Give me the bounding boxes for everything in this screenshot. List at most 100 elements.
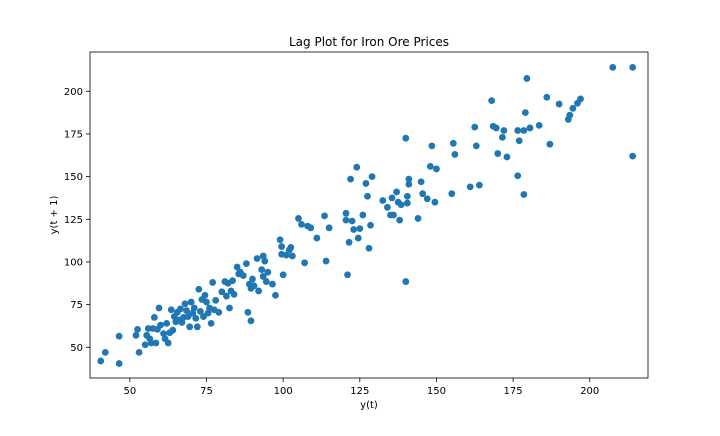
scatter-point bbox=[195, 285, 203, 293]
scatter-point bbox=[242, 260, 250, 268]
scatter-point bbox=[183, 307, 190, 314]
scatter-point bbox=[141, 341, 149, 349]
scatter-point bbox=[503, 153, 511, 161]
scatter-point bbox=[249, 275, 256, 283]
scatter-point bbox=[250, 282, 258, 290]
scatter-point bbox=[451, 151, 459, 158]
y-tick-label: 50 bbox=[70, 343, 83, 354]
scatter-point bbox=[230, 290, 238, 298]
scatter-point bbox=[555, 100, 563, 108]
scatter-point bbox=[431, 198, 439, 206]
scatter-point bbox=[423, 195, 431, 203]
scatter-point bbox=[362, 180, 370, 187]
scatter-point bbox=[520, 127, 528, 134]
scatter-point bbox=[115, 360, 123, 367]
scatter-point bbox=[397, 201, 405, 209]
scatter-point bbox=[178, 319, 186, 326]
scatter-point bbox=[342, 216, 350, 224]
scatter-point bbox=[132, 331, 140, 339]
scatter-point bbox=[279, 271, 287, 279]
x-tick-label: 75 bbox=[200, 386, 213, 397]
scatter-point bbox=[226, 304, 233, 312]
scatter-point bbox=[259, 252, 267, 260]
y-tick-label: 125 bbox=[64, 215, 83, 226]
scatter-point bbox=[426, 162, 434, 170]
scatter-point bbox=[207, 319, 215, 327]
scatter-point bbox=[475, 181, 483, 189]
x-tick-label: 175 bbox=[504, 386, 523, 397]
scatter-point bbox=[272, 291, 279, 299]
scatter-point bbox=[492, 124, 500, 132]
scatter-point bbox=[164, 339, 172, 347]
scatter-point bbox=[307, 224, 315, 232]
scatter-point bbox=[258, 266, 266, 274]
scatter-point bbox=[259, 273, 267, 280]
scatter-point bbox=[212, 296, 220, 304]
scatter-point bbox=[488, 97, 496, 105]
scatter-point bbox=[253, 255, 261, 262]
scatter-point bbox=[515, 137, 523, 145]
scatter-point bbox=[350, 226, 358, 233]
scatter-point bbox=[521, 109, 529, 116]
scatter-point bbox=[342, 209, 350, 217]
scatter-point bbox=[295, 215, 302, 222]
scatter-point bbox=[325, 224, 333, 232]
y-tick-label: 150 bbox=[64, 172, 83, 183]
plot-area-frame bbox=[89, 51, 649, 379]
x-axis: 50 75 100 125 150 175 200 bbox=[123, 378, 599, 397]
scatter-point bbox=[190, 304, 198, 312]
scatter-point bbox=[629, 63, 637, 71]
x-tick-label: 50 bbox=[123, 386, 136, 397]
scatter-point bbox=[472, 142, 480, 150]
scatter-point bbox=[239, 272, 247, 279]
scatter-point bbox=[353, 163, 361, 171]
scatter-point bbox=[356, 225, 364, 233]
scatter-point bbox=[494, 150, 502, 157]
scatter-point bbox=[405, 180, 413, 188]
scatter-point bbox=[276, 236, 284, 244]
scatter-point bbox=[152, 339, 160, 347]
scatter-point bbox=[396, 216, 404, 224]
scatter-point bbox=[229, 277, 236, 285]
x-tick-label: 150 bbox=[427, 386, 446, 397]
scatter-point bbox=[379, 197, 387, 204]
scatter-point bbox=[514, 172, 522, 180]
scatter-point bbox=[368, 173, 376, 180]
scatter-point bbox=[301, 259, 309, 267]
scatter-point bbox=[417, 178, 425, 186]
scatter-points bbox=[97, 63, 637, 367]
scatter-point bbox=[204, 309, 212, 317]
scatter-point bbox=[282, 251, 290, 259]
x-tick-label: 125 bbox=[350, 386, 369, 397]
scatter-point bbox=[322, 257, 330, 265]
scatter-point bbox=[449, 139, 457, 147]
y-tick-label: 200 bbox=[64, 87, 83, 98]
scatter-point bbox=[390, 211, 397, 219]
scatter-point bbox=[155, 304, 163, 312]
y-tick-label: 100 bbox=[64, 257, 83, 268]
x-axis-label: y(t) bbox=[360, 400, 378, 411]
scatter-point bbox=[403, 192, 411, 200]
scatter-point bbox=[629, 152, 637, 160]
scatter-point bbox=[201, 291, 209, 299]
scatter-point bbox=[298, 220, 305, 228]
scatter-point bbox=[383, 203, 391, 211]
scatter-point bbox=[566, 111, 574, 119]
scatter-point bbox=[288, 252, 296, 260]
scatter-point bbox=[192, 314, 200, 322]
scatter-point bbox=[244, 308, 252, 316]
scatter-point bbox=[498, 133, 506, 141]
scatter-point bbox=[196, 308, 204, 315]
y-axis: 50 75 100 125 150 175 200 bbox=[64, 87, 90, 354]
scatter-point bbox=[269, 280, 276, 288]
scatter-point bbox=[448, 190, 456, 198]
scatter-point bbox=[577, 95, 584, 103]
scatter-point bbox=[262, 278, 270, 285]
scatter-point bbox=[414, 215, 422, 222]
scatter-point bbox=[223, 292, 230, 300]
scatter-point bbox=[313, 234, 321, 242]
scatter-point bbox=[471, 123, 479, 131]
y-tick-label: 75 bbox=[70, 300, 83, 311]
